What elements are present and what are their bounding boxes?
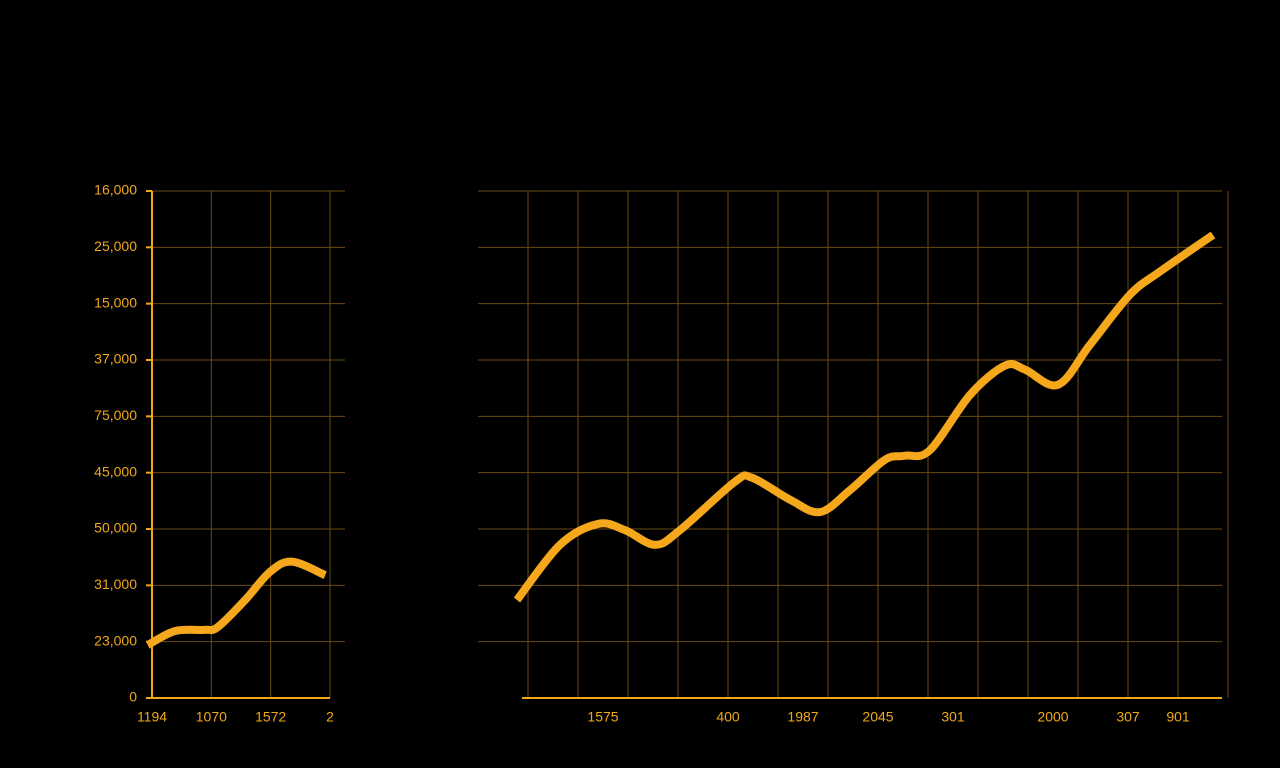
x-tick-label: 2045: [862, 709, 893, 725]
y-tick-label: 25,000: [94, 238, 137, 254]
x-tick-label: 901: [1166, 709, 1190, 725]
y-tick-label: 50,000: [94, 520, 137, 536]
x-tick-label: 2: [326, 709, 334, 725]
y-tick-label: 23,000: [94, 632, 137, 648]
y-tick-label: 37,000: [94, 351, 137, 367]
y-tick-label: 15,000: [94, 294, 137, 310]
x-tick-label: 2000: [1037, 709, 1068, 725]
line: [513, 231, 1216, 603]
x-tick-label: 1575: [587, 709, 618, 725]
y-tick-label: 45,000: [94, 463, 137, 479]
x-tick-label: 1070: [196, 709, 227, 725]
line: [145, 557, 327, 649]
y-tick-label: 0: [129, 689, 137, 705]
y-tick-label: 31,000: [94, 576, 137, 592]
x-tick-label: 1194: [137, 709, 167, 725]
y-tick-label: 75,000: [94, 407, 137, 423]
x-tick-label: 1987: [787, 709, 818, 725]
x-tick-label: 307: [1116, 709, 1140, 725]
x-tick-label: 1572: [255, 709, 286, 725]
x-tick-label: 400: [716, 709, 740, 725]
y-tick-label: 16,000: [94, 182, 137, 198]
x-tick-label: 301: [941, 709, 965, 725]
